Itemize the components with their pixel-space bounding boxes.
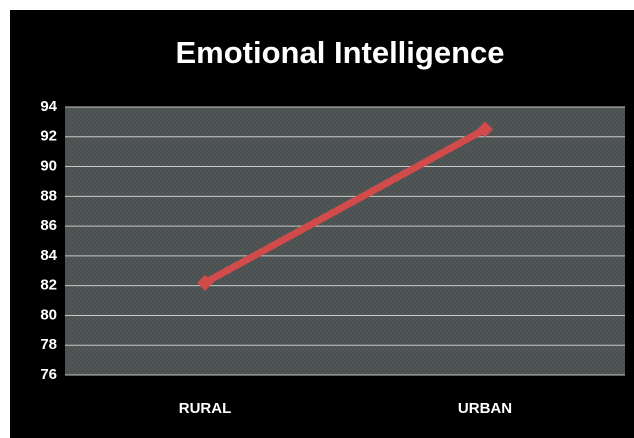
marker	[197, 274, 213, 291]
y-tick-label: 76	[40, 366, 57, 383]
y-tick-label: 84	[40, 247, 57, 264]
plot-area	[65, 107, 625, 375]
y-tick-label: 88	[40, 187, 57, 204]
chart-title: Emotional Intelligence	[176, 35, 505, 70]
y-tick-label: 94	[40, 98, 57, 115]
y-tick-label: 82	[40, 277, 57, 294]
y-tick-label: 86	[40, 217, 57, 234]
x-tick-label: RURAL	[179, 400, 232, 417]
y-tick-label: 78	[40, 336, 57, 353]
y-tick-label: 80	[40, 306, 57, 323]
x-tick-label: URBAN	[458, 400, 512, 417]
y-tick-label: 92	[40, 128, 57, 145]
y-tick-label: 90	[40, 158, 57, 175]
line	[201, 125, 489, 287]
marker	[477, 121, 493, 138]
